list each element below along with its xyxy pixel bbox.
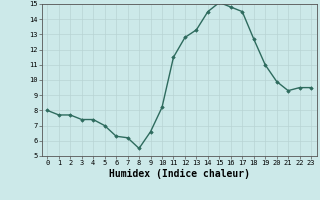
X-axis label: Humidex (Indice chaleur): Humidex (Indice chaleur) [109, 169, 250, 179]
